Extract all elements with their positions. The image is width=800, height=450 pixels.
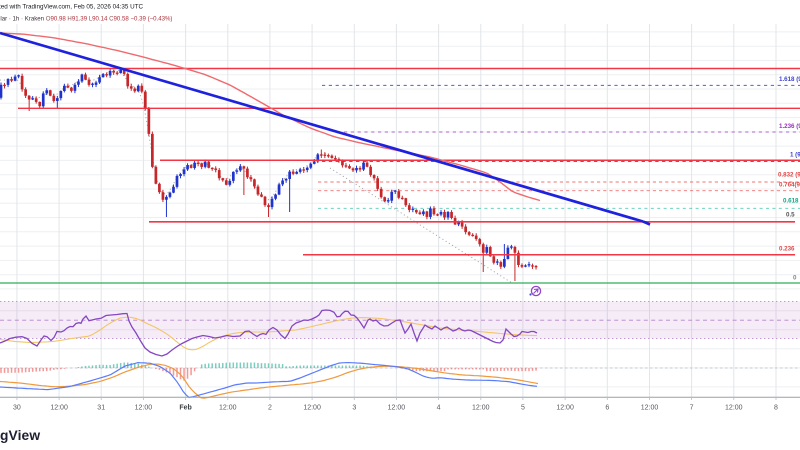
svg-text:7: 7 — [690, 405, 694, 412]
svg-text:3: 3 — [352, 405, 356, 412]
svg-text:12:00: 12:00 — [50, 405, 68, 412]
svg-text:0.832 (9: 0.832 (9 — [778, 172, 800, 179]
svg-text:1.236 (9: 1.236 (9 — [779, 123, 800, 130]
svg-text:31: 31 — [97, 405, 105, 412]
svg-text:0.618: 0.618 — [783, 198, 799, 205]
svg-text:30: 30 — [13, 405, 21, 412]
svg-text:5: 5 — [521, 405, 525, 412]
svg-text:4: 4 — [437, 405, 441, 412]
svg-text:8: 8 — [774, 405, 778, 412]
svg-text:12:00: 12:00 — [135, 405, 153, 412]
svg-text:0: 0 — [793, 275, 797, 282]
svg-text:12:00: 12:00 — [303, 405, 321, 412]
svg-text:12:00: 12:00 — [556, 405, 574, 412]
svg-text:llar · 1h · Kraken O90.98 H: llar · 1h · Kraken O90.98 H91.39 L90.14 … — [0, 16, 172, 23]
svg-text:0.764(9: 0.764(9 — [779, 182, 800, 189]
svg-text:ngView: ngView — [0, 428, 40, 443]
svg-text:ted with TradingView.com, Feb: ted with TradingView.com, Feb 05, 2026 0… — [0, 4, 144, 11]
svg-text:12:00: 12:00 — [219, 405, 237, 412]
svg-text:6: 6 — [605, 405, 609, 412]
svg-text:12:00: 12:00 — [472, 405, 490, 412]
svg-text:0.236: 0.236 — [779, 246, 795, 253]
svg-text:1 (9: 1 (9 — [790, 152, 800, 159]
svg-text:12:00: 12:00 — [388, 405, 406, 412]
svg-text:Feb: Feb — [179, 405, 191, 412]
svg-text:0.5: 0.5 — [786, 212, 795, 219]
svg-text:12:00: 12:00 — [725, 405, 743, 412]
svg-text:2: 2 — [268, 405, 272, 412]
svg-text:12:00: 12:00 — [641, 405, 659, 412]
svg-text:1.618 (9: 1.618 (9 — [779, 76, 800, 83]
